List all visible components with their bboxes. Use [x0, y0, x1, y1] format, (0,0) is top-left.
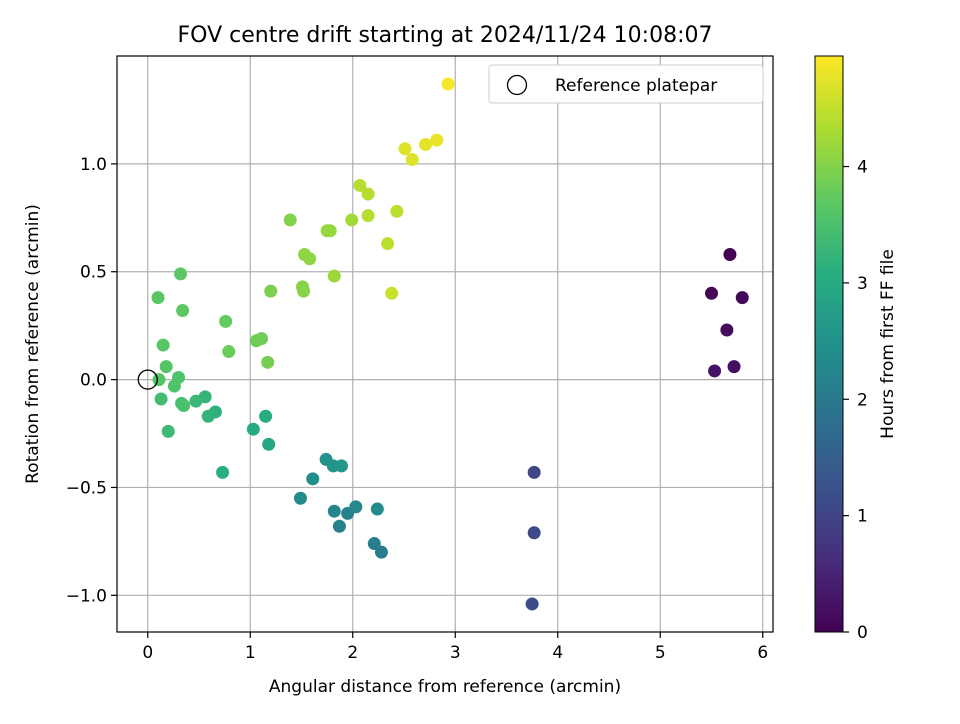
data-point — [405, 153, 419, 167]
grid — [117, 56, 773, 632]
x-tick-label: 6 — [757, 643, 768, 663]
data-point — [151, 291, 165, 305]
data-point — [177, 398, 191, 412]
data-point — [361, 209, 375, 223]
x-tick-label: 3 — [450, 643, 461, 663]
data-point — [246, 422, 260, 436]
data-point — [374, 545, 388, 559]
x-tick-label: 5 — [655, 643, 666, 663]
x-axis-ticks: 0 1 2 3 4 5 6 — [142, 632, 768, 663]
plot-frame — [116, 55, 774, 633]
data-point — [216, 465, 230, 479]
legend: Reference platepar — [488, 64, 764, 104]
data-point — [720, 323, 734, 337]
data-point — [419, 137, 433, 151]
colorbar-tick-label: 0 — [857, 623, 868, 643]
x-tick-label: 1 — [245, 643, 256, 663]
legend-reference-marker — [506, 74, 528, 96]
data-point — [353, 178, 367, 192]
data-point — [259, 409, 273, 423]
data-point — [303, 252, 317, 266]
data-point — [156, 338, 170, 352]
data-point — [222, 345, 236, 359]
data-point — [398, 142, 412, 156]
colorbar-tick-label: 2 — [857, 390, 868, 410]
data-point — [334, 459, 348, 473]
data-point — [219, 314, 233, 328]
data-point — [152, 373, 166, 387]
data-point — [161, 424, 175, 438]
data-point — [297, 284, 311, 298]
data-point — [154, 392, 168, 406]
colorbar-tick-label: 4 — [857, 158, 868, 178]
y-axis-label: Rotation from reference (arcmin) — [23, 204, 43, 484]
chart-title: FOV centre drift starting at 2024/11/24 … — [178, 23, 713, 48]
data-point — [735, 291, 749, 305]
colorbar-label: Hours from first FF file — [878, 249, 898, 439]
data-point — [306, 472, 320, 486]
y-tick-label: 0.5 — [80, 263, 107, 283]
legend-entry-label: Reference platepar — [555, 76, 717, 96]
data-point — [323, 224, 337, 238]
data-point — [441, 77, 455, 91]
data-point — [370, 502, 384, 516]
data-point — [293, 491, 307, 505]
colorbar-tick-label: 1 — [857, 507, 868, 527]
data-point — [527, 465, 541, 479]
data-point — [390, 204, 404, 218]
data-point — [255, 332, 269, 346]
colorbar: 0 1 2 3 4 Hours from first FF file — [814, 55, 898, 643]
y-tick-label: −1.0 — [66, 586, 107, 606]
data-point — [430, 133, 444, 147]
data-point — [261, 355, 275, 369]
x-axis-label: Angular distance from reference (arcmin) — [269, 677, 621, 697]
data-point — [327, 504, 341, 518]
data-point — [727, 360, 741, 374]
x-tick-label: 0 — [142, 643, 153, 663]
y-tick-label: 0.0 — [80, 371, 107, 391]
data-point — [174, 267, 188, 281]
reference-platepar-marker — [137, 369, 158, 390]
data-point — [381, 237, 395, 251]
data-point — [189, 394, 203, 408]
data-point — [367, 537, 381, 551]
data-point — [176, 304, 190, 318]
y-tick-label: −0.5 — [66, 478, 107, 498]
data-point — [264, 284, 278, 298]
reference-marker-layer — [137, 369, 158, 390]
data-point — [708, 364, 722, 378]
colorbar-gradient — [814, 55, 844, 633]
data-point — [172, 370, 185, 384]
data-point — [262, 437, 276, 451]
data-point — [705, 286, 718, 300]
legend-box — [488, 64, 764, 104]
data-point — [349, 500, 363, 514]
data-point — [527, 526, 541, 540]
data-point — [525, 597, 539, 611]
data-point — [332, 519, 346, 533]
x-tick-label: 4 — [552, 643, 563, 663]
colorbar-tick-label: 3 — [857, 274, 868, 294]
data-points — [151, 77, 749, 611]
y-axis-ticks: −1.0 −0.5 0.0 0.5 1.0 — [66, 155, 117, 606]
x-tick-label: 2 — [347, 643, 358, 663]
data-point — [159, 360, 173, 374]
data-point — [385, 286, 399, 300]
y-tick-label: 1.0 — [80, 155, 107, 175]
data-point — [723, 247, 737, 261]
data-point — [327, 269, 341, 283]
data-point — [361, 187, 375, 201]
data-point — [345, 213, 359, 227]
data-point — [283, 213, 297, 227]
data-point — [201, 409, 215, 423]
colorbar-ticks: 0 1 2 3 4 — [843, 158, 868, 643]
